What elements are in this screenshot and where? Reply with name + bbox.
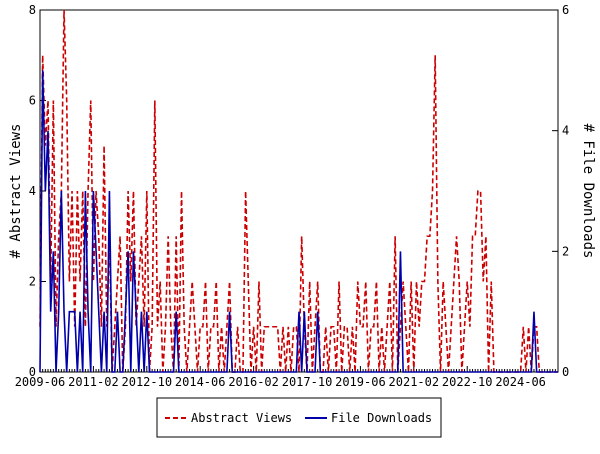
x-tick-label: 2021-02 bbox=[389, 375, 440, 389]
x-tick-label: 2009-06 bbox=[15, 375, 66, 389]
legend-label: Abstract Views bbox=[191, 411, 292, 425]
legend-box bbox=[156, 397, 442, 438]
x-tick-label: 2011-02 bbox=[68, 375, 119, 389]
y-tick-label: 4 bbox=[29, 184, 36, 198]
y2-tick-label: 4 bbox=[562, 124, 569, 138]
x-tick-label: 2019-06 bbox=[335, 375, 386, 389]
x-tick-label: 2014-06 bbox=[175, 375, 226, 389]
y2-tick-label: 6 bbox=[562, 3, 569, 17]
y-tick-label: 8 bbox=[29, 3, 36, 17]
y-tick-label: 0 bbox=[29, 365, 36, 379]
series-line bbox=[39, 70, 558, 373]
y2-tick-label: 0 bbox=[562, 365, 569, 379]
x-tick-label: 2012-10 bbox=[122, 375, 173, 389]
y2-axis-label: # File Downloads bbox=[580, 124, 596, 259]
y-tick-label: 6 bbox=[29, 94, 36, 108]
x-tick-label: 2022-10 bbox=[442, 375, 493, 389]
y-axis-label: # Abstract Views bbox=[8, 124, 24, 259]
x-tick-label: 2016-02 bbox=[228, 375, 279, 389]
x-tick-label: 2024-06 bbox=[495, 375, 546, 389]
y-tick-label: 2 bbox=[29, 275, 36, 289]
x-tick-label: 2017-10 bbox=[282, 375, 333, 389]
legend-label: File Downloads bbox=[331, 411, 432, 425]
y2-tick-label: 2 bbox=[562, 244, 569, 258]
